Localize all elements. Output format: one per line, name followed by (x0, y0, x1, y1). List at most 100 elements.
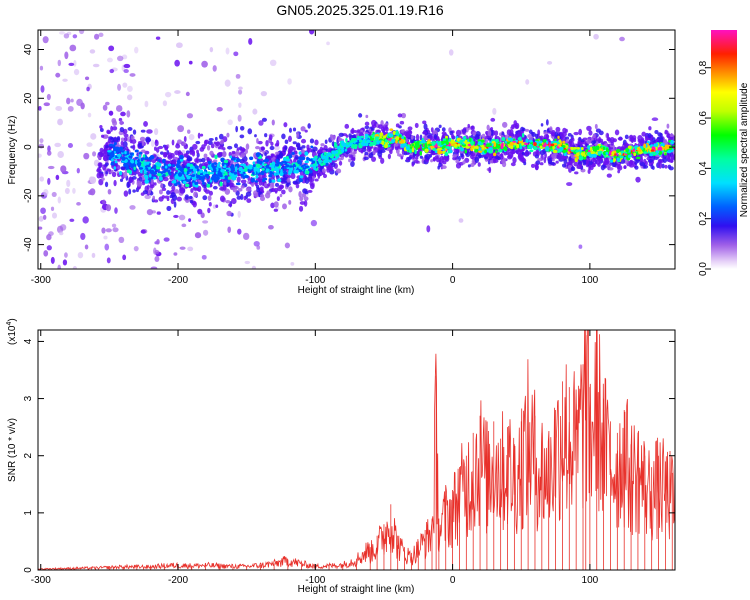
heatmap-cell (141, 149, 146, 153)
heatmap-cell (574, 171, 579, 175)
heatmap-cell (186, 155, 191, 162)
heatmap-cell (84, 244, 89, 250)
heatmap-cell (225, 200, 231, 204)
heatmap-cell (437, 149, 442, 155)
heatmap-cell (43, 102, 50, 107)
heatmap-cell (170, 192, 176, 198)
heatmap-cell (520, 126, 525, 132)
heatmap-cell (336, 145, 341, 150)
heatmap-cell (353, 138, 357, 142)
heatmap-cell (216, 176, 220, 181)
heatmap-cell (627, 145, 632, 150)
heatmap-cell (273, 145, 280, 151)
heatmap-cell (661, 163, 665, 169)
heatmap-cell (217, 152, 223, 157)
heatmap-cell (296, 142, 301, 148)
heatmap-cell (136, 180, 142, 187)
colorbar-tick-label: 0.0 (698, 262, 709, 276)
heatmap-cell (275, 151, 280, 155)
heatmap-cell (533, 145, 536, 149)
heatmap-cell (119, 120, 123, 126)
heatmap-cell (233, 143, 238, 149)
heatmap-cell (153, 199, 159, 203)
heatmap-cell (248, 166, 253, 170)
y-tick-label: -20 (23, 188, 34, 203)
heatmap-cell (531, 131, 536, 137)
heatmap-cell (184, 171, 187, 175)
heatmap-cell (202, 220, 209, 224)
heatmap-cell (149, 155, 155, 160)
heatmap-cell (630, 138, 634, 143)
heatmap-cell (201, 178, 205, 183)
heatmap-cell (104, 243, 110, 251)
heatmap-cell (109, 68, 115, 74)
heatmap-cell (179, 187, 183, 192)
heatmap-cell (384, 139, 388, 143)
heatmap-cell (664, 164, 668, 169)
heatmap-cell (421, 139, 426, 144)
heatmap-cell (218, 161, 221, 165)
heatmap-cell (140, 229, 146, 234)
heatmap-cell (185, 178, 190, 183)
heatmap-cell (305, 170, 310, 175)
heatmap-cell (111, 171, 117, 178)
heatmap-cell (207, 160, 212, 165)
heatmap-cell (285, 156, 289, 160)
heatmap-cell (244, 149, 248, 155)
heatmap-cell (126, 169, 132, 174)
heatmap-cell (410, 135, 414, 140)
heatmap-cell (658, 146, 663, 151)
heatmap-cell (534, 154, 540, 159)
heatmap-cell (234, 186, 239, 190)
heatmap-cell (112, 120, 118, 127)
heatmap-cell (116, 55, 124, 62)
heatmap-cell (143, 174, 149, 178)
heatmap-cell (462, 128, 466, 135)
heatmap-cell (470, 125, 475, 131)
heatmap-cell (253, 241, 260, 247)
heatmap-cell (573, 131, 579, 136)
heatmap-cell (455, 159, 460, 164)
heatmap-cell (552, 145, 555, 150)
heatmap-cell (639, 139, 645, 146)
heatmap-cell (109, 143, 114, 147)
heatmap-cell (150, 139, 155, 147)
heatmap-cell (399, 120, 405, 125)
heatmap-cell (345, 134, 349, 138)
heatmap-cell (407, 130, 412, 134)
heatmap-cell (144, 179, 149, 184)
heatmap-cell (586, 125, 592, 132)
heatmap-cell (290, 262, 295, 266)
heatmap-cell (292, 141, 297, 145)
heatmap-cell (202, 195, 208, 201)
heatmap-cell (324, 139, 328, 144)
heatmap-cell (183, 136, 187, 143)
heatmap-cell (211, 176, 215, 181)
heatmap-cell (371, 156, 377, 162)
heatmap-cell (260, 91, 268, 97)
heatmap-cell (97, 162, 103, 168)
heatmap-cell (51, 191, 57, 197)
heatmap-cell (298, 165, 302, 170)
heatmap-cell (284, 242, 291, 249)
heatmap-cell (236, 195, 242, 200)
heatmap-cell (274, 163, 280, 167)
heatmap-cell (98, 173, 104, 177)
heatmap-cell (73, 60, 77, 67)
heatmap-cell (301, 192, 306, 198)
heatmap-cell (209, 46, 214, 53)
heatmap-cell (331, 153, 335, 159)
heatmap-cell (221, 176, 225, 180)
heatmap-cell (283, 122, 288, 128)
heatmap-cell (92, 151, 97, 157)
heatmap-cell (202, 184, 208, 188)
heatmap-cell (338, 150, 341, 154)
heatmap-cell (98, 32, 104, 38)
heatmap-cell (312, 163, 316, 167)
colorbar-tick-label: 0.2 (698, 211, 709, 225)
heatmap-cell (580, 146, 584, 151)
heatmap-cell (184, 183, 190, 188)
heatmap-cell (521, 132, 525, 138)
heatmap-cell (43, 189, 49, 196)
heatmap-cell (496, 144, 501, 149)
